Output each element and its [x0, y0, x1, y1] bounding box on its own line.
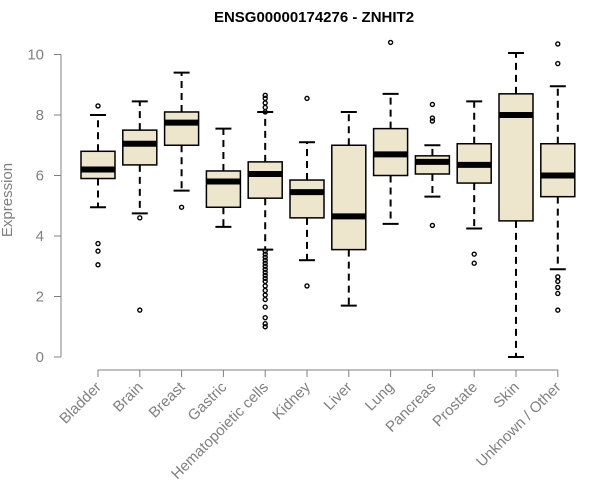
outlier-point — [262, 254, 268, 260]
outlier-point — [262, 314, 268, 321]
outlier-point — [95, 248, 101, 254]
iqr-box — [205, 170, 242, 209]
iqr-box — [122, 129, 158, 166]
outlier-point — [262, 278, 268, 285]
box-group-breast — [163, 71, 200, 210]
outlier-point — [429, 222, 436, 229]
box-group-hematopoietic-cells — [247, 92, 283, 330]
outlier-point — [262, 251, 268, 257]
x-tick-label: Kidney — [269, 378, 314, 423]
box-group-gastric — [205, 127, 242, 228]
plot-area — [80, 39, 576, 358]
outlier-point — [262, 324, 268, 330]
outlier-point — [262, 109, 268, 115]
outlier-point — [262, 287, 268, 294]
outlier-point — [429, 118, 436, 124]
iqr-box — [414, 155, 451, 175]
x-tick-label: Lung — [362, 379, 398, 415]
outlier-point — [137, 307, 143, 313]
iqr-box — [247, 161, 283, 199]
iqr-box — [540, 142, 576, 198]
outlier-point — [555, 284, 561, 291]
outlier-point — [555, 307, 561, 313]
x-tick-label: Brain — [110, 379, 147, 416]
outlier-point — [262, 92, 268, 99]
x-tick-label: Liver — [321, 379, 356, 414]
iqr-box — [163, 111, 200, 146]
y-tick-label: 8 — [36, 107, 44, 124]
box-group-lung — [372, 39, 409, 225]
iqr-box — [289, 179, 325, 219]
outlier-point — [555, 274, 561, 280]
outlier-point — [262, 269, 268, 275]
outlier-point — [262, 292, 268, 298]
y-tick-label: 10 — [27, 47, 44, 64]
outlier-point — [262, 257, 268, 263]
outlier-point — [95, 262, 101, 268]
outlier-point — [262, 275, 268, 282]
outlier-point — [262, 283, 268, 289]
outlier-point — [262, 95, 268, 102]
y-axis-label: Expression — [0, 163, 16, 237]
box-group-skin — [498, 51, 534, 358]
iqr-box — [80, 150, 116, 180]
x-tick-label: Breast — [146, 378, 189, 421]
outlier-point — [262, 266, 268, 272]
outlier-point — [262, 100, 268, 106]
box-group-bladder — [80, 103, 116, 268]
outlier-point — [262, 321, 268, 327]
outlier-point — [387, 39, 394, 46]
outlier-point — [555, 60, 561, 67]
outlier-point — [262, 263, 268, 269]
outlier-point — [429, 101, 436, 108]
outlier-point — [178, 204, 185, 210]
y-tick-label: 4 — [36, 228, 44, 245]
box-group-unknown-other — [540, 41, 576, 313]
outlier-point — [95, 240, 101, 247]
outlier-point — [137, 215, 143, 221]
iqr-box — [331, 144, 367, 251]
y-axis: 0 2 4 6 8 10 — [27, 47, 62, 366]
outlier-point — [555, 41, 561, 47]
x-tick-label: Bladder — [56, 379, 105, 428]
outlier-point — [429, 115, 436, 121]
outlier-point — [95, 103, 101, 109]
outlier-point — [555, 278, 561, 285]
outlier-point — [262, 304, 268, 310]
chart-title: ENSG00000174276 - ZNHIT2 — [214, 9, 414, 26]
box-group-brain — [122, 100, 158, 313]
outlier-point — [471, 260, 477, 266]
outlier-point — [262, 104, 268, 111]
outlier-point — [262, 272, 268, 279]
outlier-point — [262, 260, 268, 266]
x-tick-label: Skin — [490, 379, 523, 412]
outlier-point — [262, 296, 268, 303]
outlier-point — [304, 283, 310, 289]
y-tick-label: 0 — [36, 349, 44, 366]
box-group-liver — [331, 110, 367, 307]
outlier-point — [262, 248, 268, 254]
x-tick-label: Prostate — [429, 379, 481, 431]
y-tick-label: 2 — [36, 289, 44, 306]
box-group-kidney — [289, 95, 325, 289]
y-tick-label: 6 — [36, 168, 44, 185]
outlier-point — [471, 251, 477, 257]
box-group-prostate — [456, 100, 492, 266]
outlier-point — [555, 290, 561, 297]
box-group-pancreas — [414, 101, 451, 229]
outlier-point — [304, 95, 310, 102]
